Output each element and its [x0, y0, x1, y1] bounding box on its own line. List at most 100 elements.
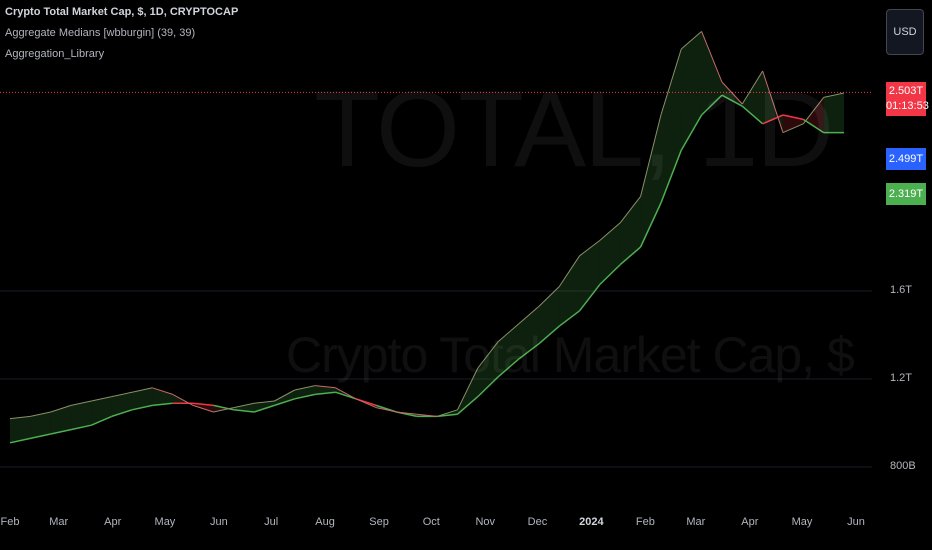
- fill-segment: [538, 286, 560, 344]
- median-segment: [680, 114, 703, 151]
- fill-segment: [803, 97, 824, 133]
- x-tick-label: May: [154, 516, 176, 528]
- median-segment: [558, 310, 581, 327]
- fill-segment: [681, 31, 702, 151]
- median-segment: [50, 428, 72, 435]
- fill-segment: [294, 385, 316, 399]
- legend-indicator[interactable]: Aggregate Medians [wbburgin] (39, 39): [5, 27, 196, 39]
- median-segment: [701, 94, 723, 116]
- fill-segment: [701, 31, 722, 115]
- median-segment: [294, 393, 316, 400]
- median-segment: [599, 264, 621, 285]
- price-segment: [823, 92, 845, 98]
- fill-segment: [782, 115, 804, 133]
- fill-segment: [823, 93, 844, 133]
- median-segment: [721, 94, 743, 107]
- median-blue-badge: 2.499T: [886, 148, 926, 170]
- x-tick-label: Jun: [210, 516, 228, 528]
- median-segment: [274, 398, 296, 407]
- price-segment: [558, 255, 580, 287]
- x-tick-label: Feb: [635, 516, 655, 528]
- x-tick-label: Jul: [264, 516, 279, 528]
- median-segment: [70, 424, 92, 431]
- x-tick-label: Apr: [104, 516, 122, 528]
- median-lines: [9, 94, 844, 444]
- price-segment: [538, 286, 560, 307]
- median-segment: [497, 358, 520, 378]
- price-scale[interactable]: [872, 0, 932, 505]
- price-segment: [437, 409, 458, 417]
- median-green-badge: 2.319T: [886, 183, 926, 205]
- x-tick-label: Nov: [475, 516, 495, 528]
- median-segment: [477, 376, 499, 398]
- median-segment: [639, 202, 662, 248]
- watermark-symbol: TOTAL, 1D: [314, 68, 834, 189]
- currency-button[interactable]: USD: [886, 9, 924, 55]
- median-segment: [619, 246, 642, 266]
- countdown-timer: 01:13:53: [886, 100, 929, 112]
- price-segment: [660, 48, 682, 116]
- price-segment: [721, 81, 743, 105]
- price-segment: [213, 407, 234, 413]
- price-segment: [497, 323, 519, 342]
- median-segment: [782, 114, 804, 121]
- price-segment: [192, 404, 214, 413]
- median-segment: [437, 413, 458, 418]
- fill-segment: [620, 196, 641, 265]
- legend-library[interactable]: Aggregation_Library: [5, 48, 105, 60]
- price-segment: [30, 411, 51, 417]
- fill-segment: [111, 392, 133, 417]
- last-price-badge: 2.503T 01:13:53: [886, 82, 929, 116]
- price-segment: [599, 222, 621, 241]
- median-segment: [213, 404, 234, 411]
- price-segment: [416, 413, 438, 417]
- y-tick-label: 800B: [890, 460, 916, 472]
- price-segment: [355, 398, 377, 409]
- fill-segment: [30, 412, 51, 439]
- price-segment: [579, 240, 601, 257]
- x-tick-label: Sep: [369, 516, 389, 528]
- price-segment: [477, 341, 499, 369]
- x-tick-label: Oct: [422, 516, 440, 528]
- median-segment: [111, 409, 133, 418]
- price-segment: [457, 367, 479, 411]
- price-segment: [315, 385, 336, 389]
- fill-segment: [132, 387, 153, 410]
- price-series: [9, 31, 845, 420]
- price-segment: [274, 389, 296, 402]
- price-segment: [294, 385, 316, 391]
- price-segment: [254, 400, 275, 404]
- fill-segment: [477, 341, 499, 397]
- price-segment: [802, 97, 825, 125]
- median-segment: [457, 396, 479, 415]
- fill-segment: [274, 390, 295, 406]
- x-tick-label: Apr: [741, 516, 759, 528]
- price-segment: [50, 404, 72, 413]
- chart-plot-area[interactable]: [0, 0, 872, 505]
- median-segment: [131, 404, 153, 411]
- x-tick-label: Feb: [0, 516, 20, 528]
- price-segment: [233, 402, 255, 409]
- price-segment: [782, 123, 804, 134]
- fill-segment: [71, 401, 92, 430]
- median-segment: [538, 325, 560, 345]
- x-tick-label: May: [791, 516, 813, 528]
- median-segment: [233, 409, 255, 413]
- median-segment: [315, 391, 336, 396]
- median-segment: [30, 433, 51, 440]
- y-tick-label: 1.2T: [890, 372, 913, 384]
- median-segment: [192, 402, 214, 407]
- price-segment: [701, 31, 723, 83]
- fill-segment: [152, 387, 173, 406]
- y-tick-label: 1.6T: [890, 284, 913, 296]
- price-segment: [91, 396, 112, 402]
- price-segment: [70, 400, 92, 406]
- fill-segment: [559, 255, 580, 327]
- price-segment: [762, 70, 784, 133]
- price-segment: [396, 411, 417, 415]
- price-segment: [619, 196, 641, 224]
- price-segment: [111, 391, 133, 398]
- fill-segment: [660, 49, 682, 203]
- legend-main[interactable]: Crypto Total Market Cap, $, 1D, CRYPTOCA…: [5, 6, 239, 18]
- fill-segment: [10, 416, 31, 443]
